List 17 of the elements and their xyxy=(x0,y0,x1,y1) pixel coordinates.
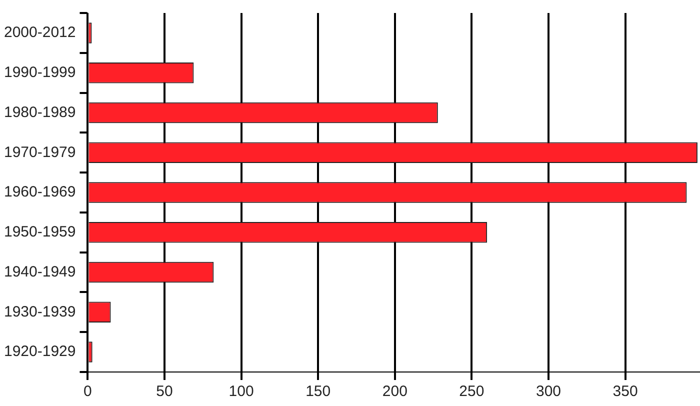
y-tick-label: 1960-1969 xyxy=(4,184,76,201)
y-tick-label: 2000-2012 xyxy=(4,24,76,42)
x-tick-label: 150 xyxy=(306,383,331,400)
x-tick-label: 350 xyxy=(612,383,638,400)
y-tick-label: 1920-1929 xyxy=(4,343,76,360)
y-tick-label: 1990-1999 xyxy=(4,64,76,81)
x-tick-label: 100 xyxy=(228,383,254,400)
x-tick-label: 50 xyxy=(156,383,173,400)
y-tick-label: 1940-1949 xyxy=(4,263,76,280)
y-tick-label: 1980-1989 xyxy=(4,104,76,121)
x-tick-label: 200 xyxy=(382,383,408,400)
y-tick-label: 1930-1939 xyxy=(4,303,76,320)
y-tick-label: 1950-1959 xyxy=(4,224,76,241)
x-tick-label: 300 xyxy=(536,383,562,400)
y-tick-label: 1970-1979 xyxy=(4,144,76,161)
x-tick-label: 0 xyxy=(84,383,92,400)
x-tick-label: 250 xyxy=(459,383,484,400)
